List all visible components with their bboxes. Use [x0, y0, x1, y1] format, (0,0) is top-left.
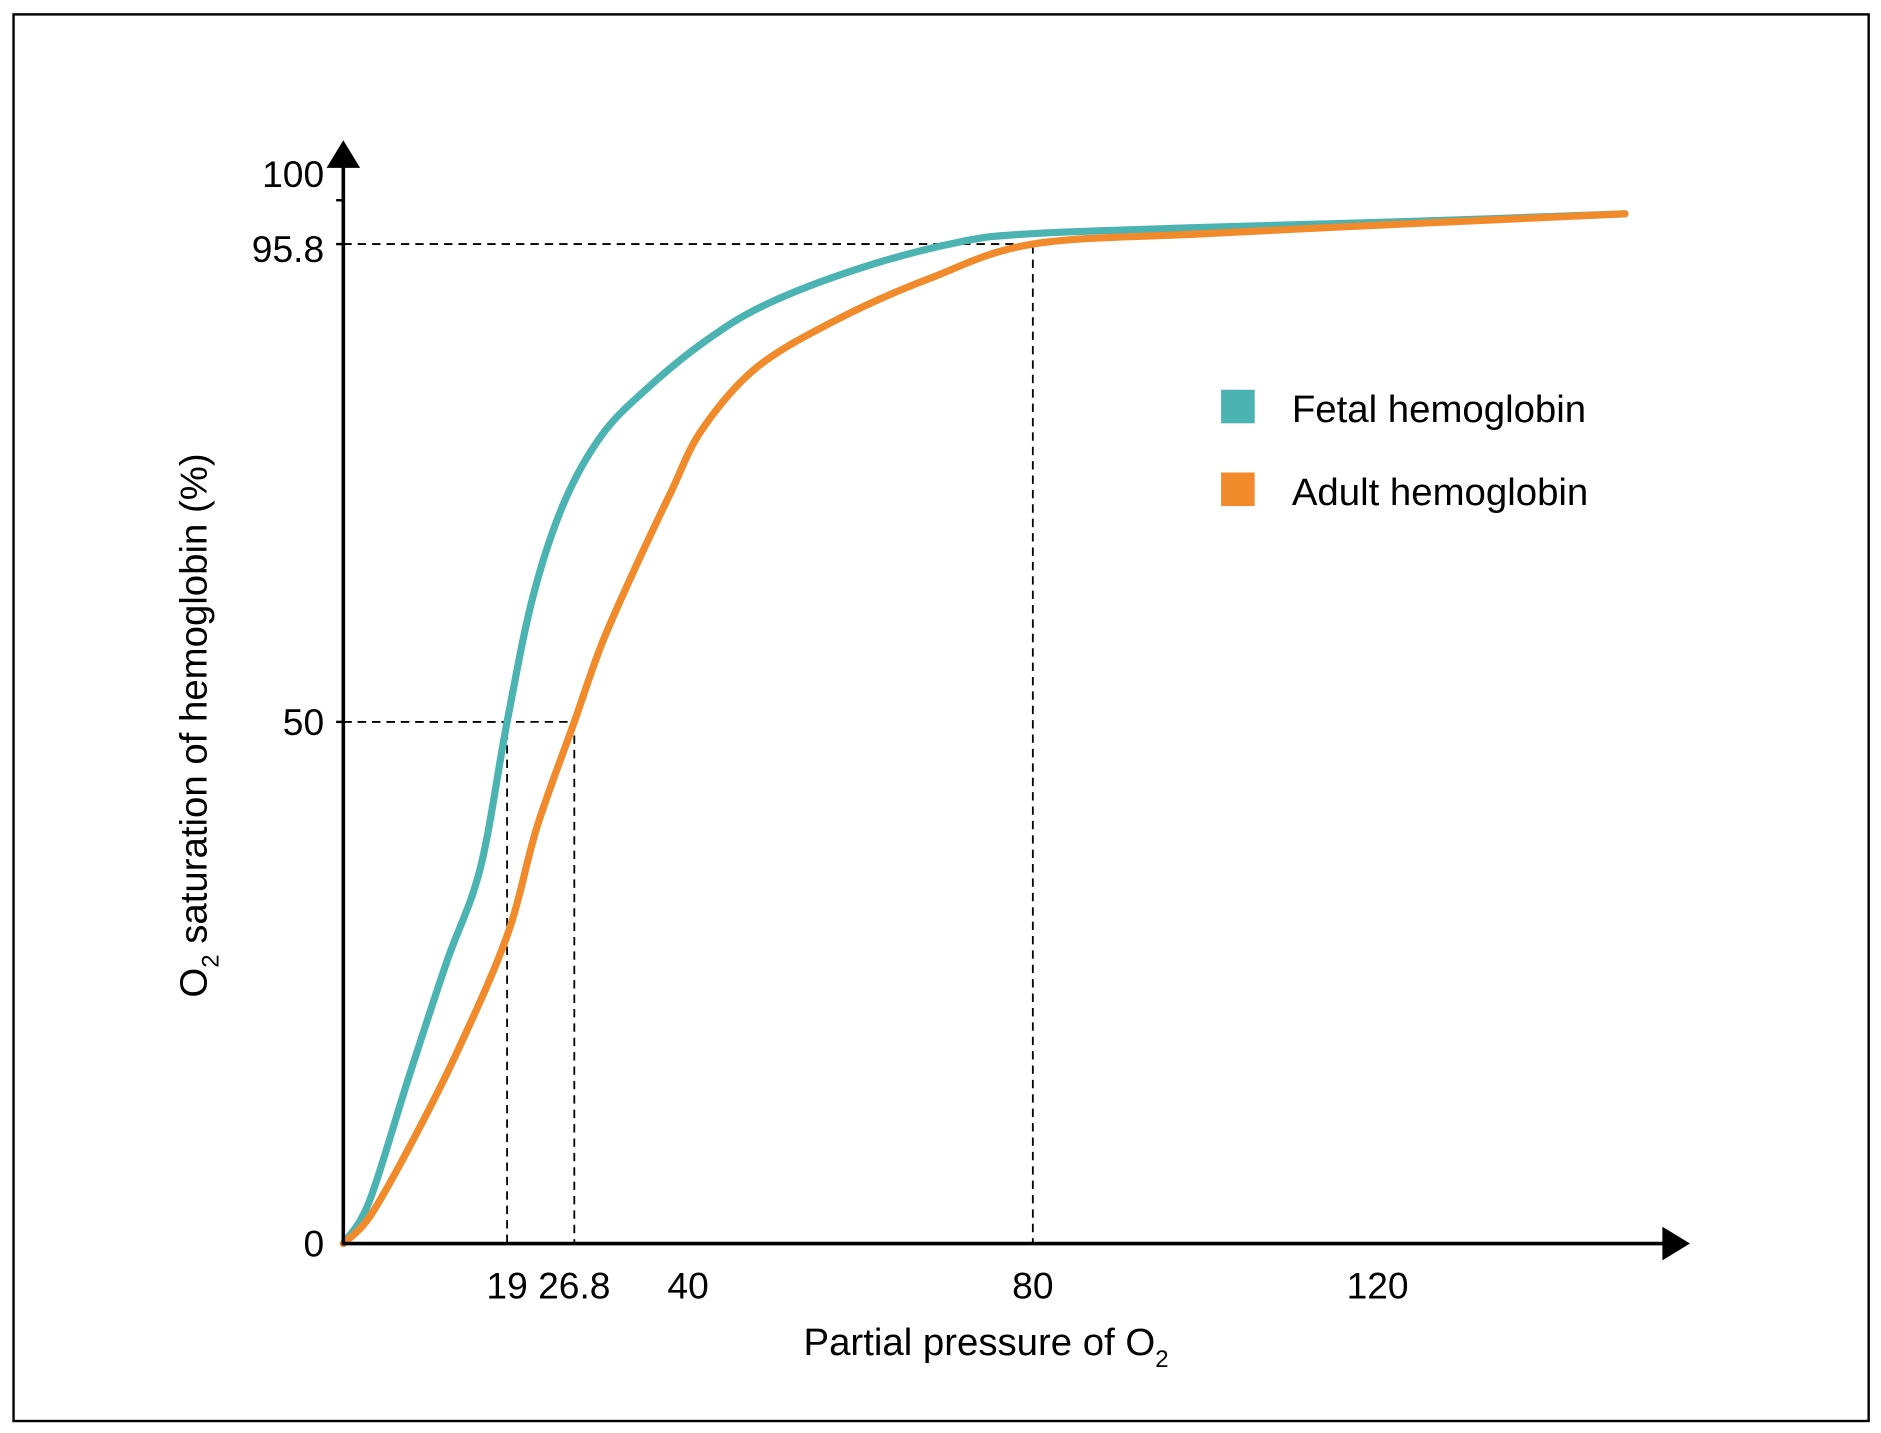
legend-label-fetal: Fetal hemoglobin [1292, 388, 1586, 431]
series-line-fetal [339, 210, 1629, 1248]
y-tick-label: 100 [262, 153, 324, 195]
x-tick-label: 40 [667, 1265, 708, 1307]
y-tick-label: 0 [303, 1223, 324, 1265]
x-tick-label: 80 [1012, 1265, 1053, 1307]
y-axis-arrow [326, 140, 361, 168]
x-axis-arrow [1662, 1226, 1690, 1261]
x-tick-label: 26.8 [538, 1265, 610, 1307]
legend-label-adult: Adult hemoglobin [1292, 471, 1588, 514]
x-tick-label: 19 [486, 1265, 527, 1307]
x-tick-label: 120 [1347, 1265, 1409, 1307]
series-line-adult [339, 210, 1629, 1248]
x-axis-label: Partial pressure of O2 [804, 1321, 1169, 1373]
y-tick-label: 50 [283, 701, 324, 743]
y-axis-label: O2 saturation of hemoglobin (%) [173, 453, 225, 997]
legend: Fetal hemoglobin Adult hemoglobin [1221, 388, 1588, 514]
reference-line-2 [343, 243, 1034, 1244]
y-tick-label: 95.8 [252, 228, 324, 270]
legend-swatch-adult [1221, 472, 1255, 507]
legend-swatch-fetal [1221, 389, 1255, 424]
